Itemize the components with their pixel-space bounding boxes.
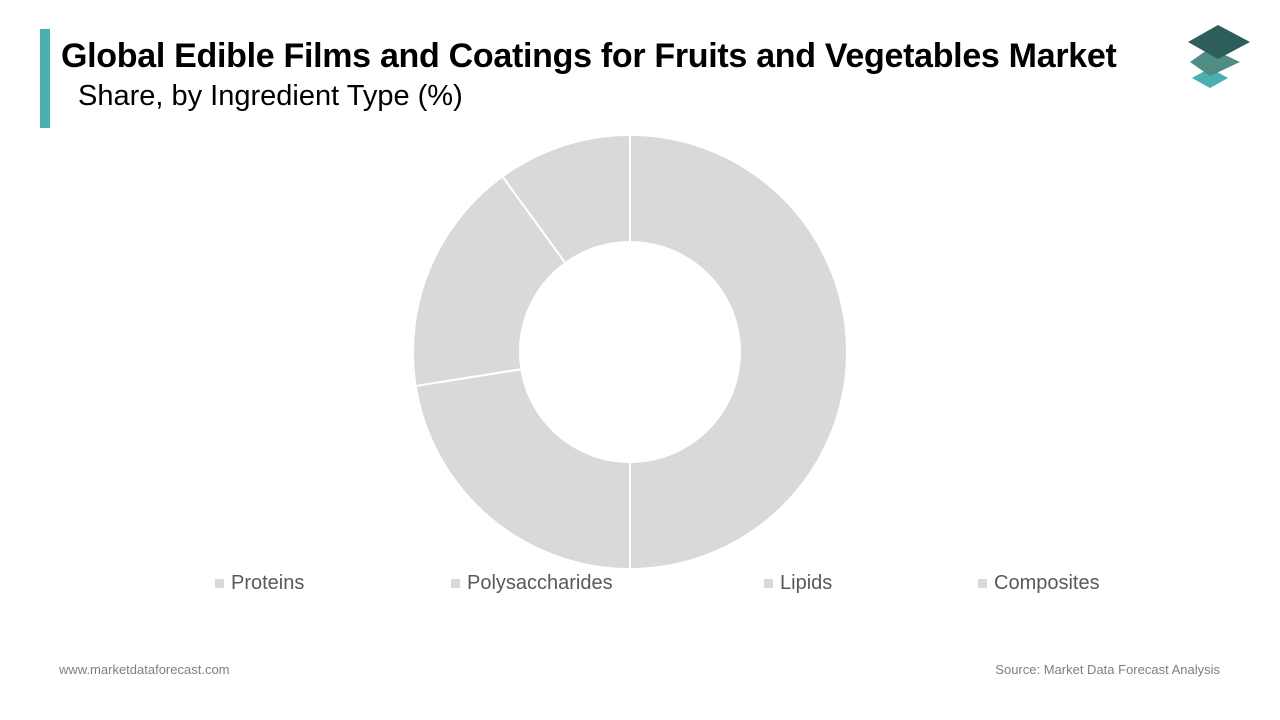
chart-title: Global Edible Films and Coatings for Fru…: [61, 37, 1117, 75]
legend-swatch-polysaccharides: [451, 578, 460, 588]
donut-slice-proteins: [629, 133, 848, 571]
legend-item-lipids: Lipids: [764, 571, 832, 595]
legend-swatch-lipids: [764, 578, 773, 588]
legend-item-proteins: Proteins: [215, 571, 304, 595]
legend-item-polysaccharides: Polysaccharides: [451, 571, 613, 595]
donut-slice-polysaccharides: [414, 368, 631, 571]
legend-label-proteins: Proteins: [231, 572, 305, 594]
title-accent-bar: [40, 29, 50, 128]
logo-layer-top: [1188, 25, 1250, 59]
chart-legend: Proteins Polysaccharides Lipids Composites: [0, 571, 1280, 595]
footer-website: www.marketdataforecast.com: [59, 662, 230, 677]
legend-item-composites: Composites: [978, 571, 1100, 595]
donut-slice-lipids: [412, 175, 567, 388]
logo-layer-middle: [1190, 48, 1240, 76]
donut-slice-composites: [501, 133, 631, 265]
legend-label-composites: Composites: [994, 572, 1100, 594]
chart-subtitle: Share, by Ingredient Type (%): [78, 80, 463, 112]
legend-label-lipids: Lipids: [780, 572, 833, 594]
footer-source: Source: Market Data Forecast Analysis: [995, 662, 1220, 677]
donut-chart: [412, 133, 848, 571]
legend-swatch-composites: [978, 578, 987, 588]
stacked-layers-icon: [1188, 25, 1250, 88]
legend-label-polysaccharides: Polysaccharides: [467, 572, 613, 594]
legend-swatch-proteins: [215, 578, 224, 588]
logo-layer-bottom: [1192, 68, 1228, 88]
